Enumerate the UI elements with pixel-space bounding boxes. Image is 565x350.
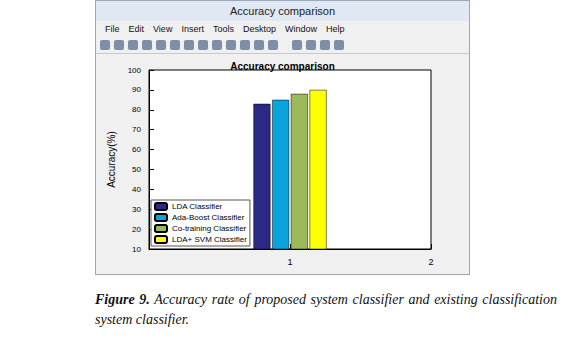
html-text:Help: Help (326, 24, 345, 34)
html-text:Accuracy comparison: Accuracy comparison (229, 5, 336, 17)
html-text:Window: Window (285, 24, 317, 34)
svg-text:20: 20 (132, 225, 141, 234)
svg-text:70: 70 (132, 125, 141, 134)
html-text:File: File (105, 24, 120, 34)
svg-text:50: 50 (132, 165, 141, 174)
svg-text:Ada-Boost Classifier: Ada-Boost Classifier (172, 213, 245, 222)
svg-text:90: 90 (132, 85, 141, 94)
svg-text:Accuracy comparison: Accuracy comparison (230, 61, 335, 72)
svg-text:30: 30 (132, 205, 141, 214)
svg-text:LDA+ SVM Classifier: LDA+ SVM Classifier (172, 235, 247, 244)
html-text:View: View (153, 24, 173, 34)
svg-text:1: 1 (287, 257, 292, 267)
svg-text:Accuracy(%): Accuracy(%) (106, 131, 117, 188)
svg-text:Co-training Classifier: Co-training Classifier (172, 224, 247, 233)
html-text:Desktop: Desktop (242, 24, 276, 34)
svg-text:10: 10 (132, 245, 141, 254)
svg-text:40: 40 (132, 185, 141, 194)
html-text:Figure 9. Accuracy rate of pro: Figure 9. Accuracy rate of proposed syst… (95, 292, 557, 327)
svg-text:80: 80 (132, 105, 141, 114)
svg-text:2: 2 (428, 257, 433, 267)
html-text:Edit: Edit (128, 24, 144, 34)
html-text:Insert: Insert (181, 24, 204, 34)
svg-text:LDA Classifier: LDA Classifier (172, 202, 223, 211)
html-text:Tools: Tools (212, 24, 234, 34)
svg-text:100: 100 (128, 66, 142, 75)
svg-text:60: 60 (132, 145, 141, 154)
